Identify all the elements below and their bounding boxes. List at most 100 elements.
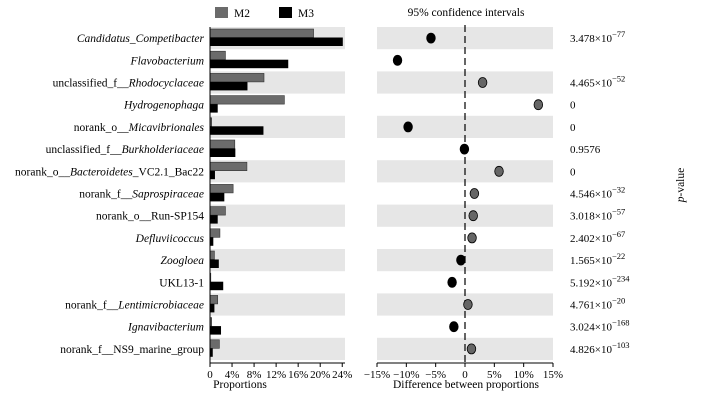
bar-m2 — [209, 295, 219, 305]
diff-tick-label: 15% — [543, 369, 563, 381]
category-label: Candidatus_Competibacter — [77, 33, 205, 45]
p-label-rest: -value — [675, 168, 687, 197]
chart-title: 95% confidence intervals — [408, 7, 525, 19]
label-prefix: UKL13-1 — [159, 277, 204, 289]
p-value-axis-label: p-value — [675, 168, 687, 203]
p-value-exponent: −57 — [612, 207, 625, 217]
bar-m3 — [210, 303, 215, 313]
p-value: 1.565×10−22 — [570, 251, 625, 267]
label-prefix: norank_f__ — [65, 300, 118, 312]
p-value-exponent: −52 — [612, 74, 625, 84]
p-value-base: 4.465×10 — [570, 78, 612, 90]
bar-m2 — [209, 184, 234, 194]
bar-m2 — [209, 73, 265, 83]
p-value-exponent: −67 — [612, 229, 625, 239]
category-label: Zoogloea — [161, 255, 205, 267]
label-taxon: Lentimicrobiaceae — [117, 300, 204, 312]
p-value-base: 5.192×10 — [570, 277, 612, 289]
bar-m2 — [209, 161, 248, 171]
legend-label-m2: M2 — [234, 8, 250, 20]
row-band — [210, 293, 345, 316]
p-value: 2.402×10−67 — [570, 229, 625, 245]
category-label: norank_f__NS9_marine_group — [60, 344, 204, 356]
p-value: 3.018×10−57 — [570, 207, 625, 223]
bar-m2 — [209, 250, 215, 260]
bar-m3 — [210, 259, 219, 268]
p-value-base: 2.402×10 — [570, 233, 612, 245]
bar-m3 — [210, 59, 289, 69]
legend-swatch-m3 — [279, 7, 292, 18]
bar-tick-label: 24% — [332, 369, 352, 381]
bar-m2 — [209, 228, 221, 238]
category-label: norank_o__Bacteroidetes_VC2.1_Bac22 — [15, 166, 204, 178]
row-band — [210, 249, 345, 272]
p-value-base: 4.826×10 — [570, 344, 612, 356]
bar-m2 — [209, 339, 220, 349]
difference-points — [392, 32, 544, 355]
p-value-base: 0 — [570, 166, 576, 178]
difference-point — [477, 77, 488, 88]
p-value: 4.465×10−52 — [570, 74, 625, 90]
bar-m2 — [209, 139, 236, 149]
category-label: norank_o__Micavibrionales — [74, 122, 205, 134]
category-label: norank_f__Lentimicrobiaceae — [65, 300, 204, 312]
bar-m2 — [209, 28, 314, 38]
bar-m3 — [210, 215, 218, 224]
label-taxon: Zoogloea — [161, 255, 205, 267]
bar-tick-label: 4% — [225, 369, 240, 381]
label-taxon: Candidatus_Competibacter — [77, 33, 205, 45]
difference-point — [449, 321, 459, 333]
row-band — [210, 204, 345, 227]
p-label-italic: p — [675, 196, 687, 203]
p-value-exponent: −103 — [612, 340, 630, 350]
diff-tick-label: 0 — [462, 369, 468, 381]
label-suffix: _VC2.1_Bac22 — [132, 166, 204, 178]
p-value: 4.826×10−103 — [570, 340, 630, 356]
label-prefix: norank_f__ — [79, 189, 132, 201]
p-value-base: 0 — [570, 122, 576, 134]
diff-tick-label: −5% — [425, 369, 446, 381]
difference-point — [468, 210, 478, 222]
label-prefix: unclassified_f__ — [53, 78, 129, 90]
bar-m3 — [210, 37, 343, 46]
legend-label-m3: M3 — [298, 8, 314, 20]
bar-m3 — [210, 126, 264, 135]
row-band — [210, 337, 345, 360]
legend-swatch-m2 — [215, 7, 228, 18]
p-value-base: 4.761×10 — [570, 300, 612, 312]
p-value: 3.024×10−168 — [570, 318, 630, 334]
difference-point — [467, 232, 477, 244]
bar-x-axis: 0 4% 8% 12% 16% 20% 24% — [207, 27, 352, 381]
label-taxon: Saprospiraceae — [132, 189, 204, 201]
category-label: UKL13-1 — [159, 277, 204, 289]
label-prefix: norank_o__Run-SP154 — [96, 211, 204, 223]
legend: M2 M3 — [215, 7, 314, 20]
bar-m3 — [210, 148, 236, 157]
p-value-base: 0 — [570, 100, 576, 112]
p-value-base: 3.478×10 — [570, 33, 612, 45]
bar-m3 — [210, 104, 218, 113]
category-label: unclassified_f__Burkholderiaceae — [46, 144, 204, 156]
difference-point — [463, 299, 473, 310]
bar-tick-label: 0 — [207, 369, 213, 381]
difference-x-axis-label: Difference between proportions — [393, 379, 540, 391]
p-value-base: 3.018×10 — [570, 211, 612, 223]
difference-point — [533, 99, 544, 111]
p-value: 0.9576 — [570, 144, 601, 156]
difference-point — [403, 121, 413, 133]
bar-tick-label: 16% — [288, 369, 308, 381]
p-value-base: 1.565×10 — [570, 255, 612, 267]
bar-m3 — [210, 348, 213, 357]
category-label: Defluviicoccus — [135, 233, 205, 245]
label-taxon: Defluviicoccus — [135, 233, 205, 245]
label-taxon: Hydrogenophaga — [123, 100, 204, 112]
p-value-column: 3.478×10−774.465×10−52000.957604.546×10−… — [570, 29, 630, 356]
category-label: norank_o__Run-SP154 — [96, 211, 204, 223]
diff-tick-label: −15% — [364, 369, 390, 381]
bar-m3 — [210, 170, 215, 180]
p-value: 0 — [570, 100, 576, 112]
bar-tick-label: 12% — [266, 369, 286, 381]
p-value: 0 — [570, 166, 576, 178]
p-value: 4.546×10−32 — [570, 185, 625, 201]
p-value-exponent: −22 — [612, 251, 625, 261]
